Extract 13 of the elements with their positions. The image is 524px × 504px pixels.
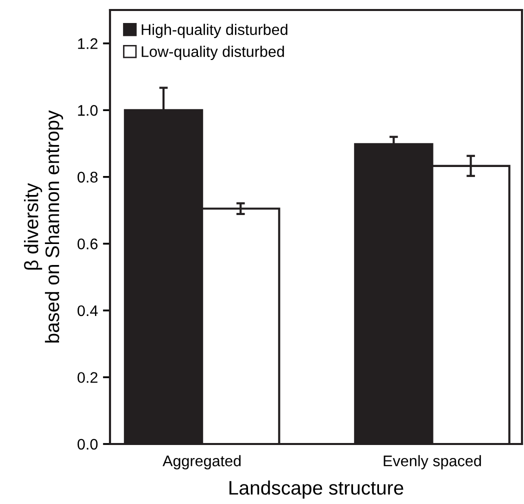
y-tick-label: 0.2 [78,372,98,383]
x-tick-label: Aggregated [162,455,241,470]
y-tick-label: 1.0 [78,105,98,116]
x-axis-title: Landscape structure [230,480,404,499]
y-tick-label: 0.6 [78,238,98,250]
legend-label: High-quality disturbed [142,24,288,38]
y-tick-label: 0.0 [78,438,98,450]
legend-label: Low-quality disturbed [142,46,284,60]
y-tick-label: 0.4 [78,305,98,316]
y-tick-label: 0.8 [78,172,98,183]
y-axis-title: β diversity based on Shannon entropy [24,110,64,342]
y-tick-label: 1.2 [78,38,98,49]
x-tick-label: Evenly spaced [384,455,481,470]
